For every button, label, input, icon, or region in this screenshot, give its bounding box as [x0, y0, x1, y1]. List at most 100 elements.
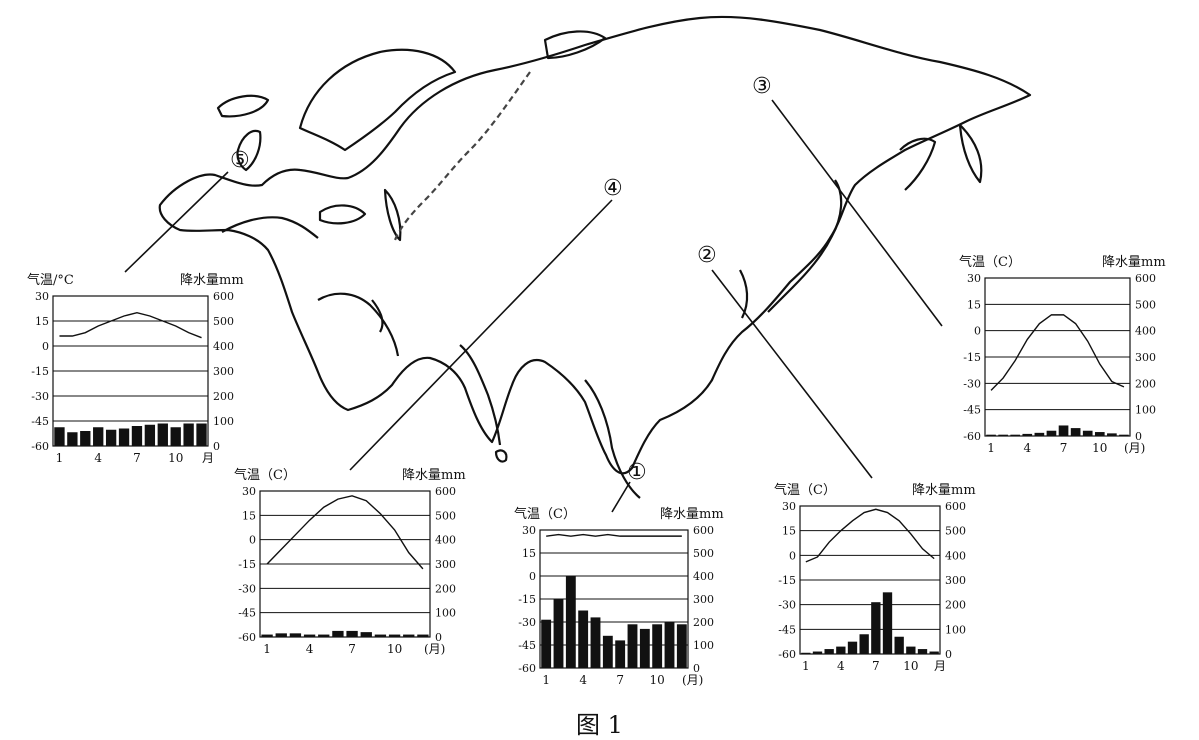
plot-frame — [799, 505, 941, 655]
x-tick-label: 4 — [579, 673, 587, 687]
precip-bar — [929, 651, 939, 654]
precip-bar — [565, 576, 576, 668]
precip-bar — [417, 634, 429, 637]
precip-bar — [578, 610, 589, 668]
x-tick-label: 7 — [348, 642, 356, 656]
precip-bar — [157, 423, 168, 446]
precip-tick-label: 0 — [213, 440, 220, 453]
x-tick-label: 1 — [802, 659, 810, 673]
temp-axis-label: 气温（C） — [959, 254, 1021, 270]
precip-bar — [332, 630, 344, 637]
precip-bar — [105, 429, 117, 446]
temp-tick-label: -15 — [963, 351, 981, 364]
precip-tick-label: 100 — [693, 639, 714, 652]
precip-bar — [196, 423, 207, 446]
precip-bar — [801, 652, 811, 654]
precip-bar — [917, 649, 928, 654]
precip-bar — [615, 640, 626, 668]
precip-bar — [93, 427, 104, 446]
x-unit-label: 月 — [934, 659, 946, 673]
temp-tick-label: -30 — [31, 390, 49, 403]
leader-line-3 — [771, 99, 943, 327]
precip-bar — [303, 634, 316, 637]
temp-tick-label: -60 — [778, 648, 796, 661]
x-tick-label: 1 — [542, 673, 550, 687]
precip-bar — [388, 634, 401, 637]
precip-bar — [360, 632, 372, 637]
plot-frame — [52, 295, 209, 447]
temp-tick-label: 0 — [529, 570, 536, 583]
precip-tick-label: 400 — [435, 534, 456, 547]
x-tick-label: 7 — [1060, 441, 1068, 455]
scandinavia-coast — [298, 48, 457, 152]
temp-tick-label: -30 — [238, 582, 256, 595]
x-tick-label: 4 — [306, 642, 314, 656]
precip-bar — [676, 624, 687, 668]
precip-tick-label: 500 — [945, 525, 966, 538]
temperature-line — [546, 533, 682, 537]
precip-tick-label: 300 — [693, 593, 714, 606]
temp-tick-label: -30 — [518, 616, 536, 629]
precip-tick-label: 100 — [213, 415, 234, 428]
x-tick-label: 4 — [1023, 441, 1031, 455]
precip-bar — [639, 628, 650, 668]
marker-2: ② — [697, 243, 717, 268]
precip-bar — [170, 427, 181, 446]
precip-tick-label: 100 — [945, 623, 966, 636]
caspian-sea — [383, 188, 402, 242]
precip-bar — [871, 602, 881, 654]
precip-tick-label: 600 — [1135, 272, 1156, 285]
precip-bar — [403, 634, 415, 637]
climate-chart-svg-1: 气温（C） 降水量mm 30 15 0 -15 -30 -45 -60 600 500 400 300 2… — [514, 506, 724, 687]
korea-peninsula — [739, 269, 749, 319]
x-unit-label: (月) — [424, 642, 445, 656]
precip-tick-label: 200 — [213, 390, 234, 403]
precip-tick-label: 0 — [435, 631, 442, 644]
climate-chart-5: 气温/°C 降水量mm 30 15 0 -15 -30 -45 -60 600 500 400 300 2… — [25, 268, 244, 465]
x-tick-label: 10 — [387, 642, 402, 656]
temp-axis-label: 气温（C） — [234, 467, 296, 483]
precip-tick-label: 300 — [435, 558, 456, 571]
precip-tick-label: 600 — [435, 485, 456, 498]
x-tick-label: 7 — [133, 451, 141, 465]
temp-tick-label: -45 — [963, 404, 981, 417]
climate-chart-3: 气温（C） 降水量mm 30 15 0 -15 -30 -45 -60 600 500 400 300 2… — [943, 250, 1178, 464]
plot-frame — [259, 490, 431, 638]
temperature-line — [59, 311, 202, 339]
climate-chart-2: 气温（C） 降水量mm 30 15 0 -15 -30 -45 -60 600 500 400 300 2… — [745, 478, 1005, 673]
temp-tick-label: -60 — [518, 662, 536, 675]
precip-tick-label: 600 — [693, 524, 714, 537]
precip-tick-label: 300 — [1135, 351, 1156, 364]
leader-line-1 — [611, 481, 631, 513]
precip-bar — [1070, 428, 1081, 436]
precip-bar — [652, 624, 663, 668]
precip-bar — [54, 427, 65, 446]
temp-tick-label: 30 — [242, 485, 256, 498]
precip-axis-label: 降水量mm — [660, 507, 724, 522]
precip-bar — [986, 434, 996, 436]
leader-line-5 — [124, 171, 229, 273]
precip-tick-label: 200 — [693, 616, 714, 629]
temp-axis-label: 气温/°C — [27, 272, 74, 288]
precip-tick-label: 400 — [1135, 325, 1156, 338]
temp-tick-label: 30 — [522, 524, 536, 537]
precip-tick-label: 500 — [213, 315, 234, 328]
marker-1: ① — [627, 460, 647, 485]
x-tick-label: 7 — [872, 659, 880, 673]
precip-bar — [847, 641, 858, 654]
precip-bar — [1034, 432, 1045, 436]
precip-bar — [275, 633, 287, 637]
precip-tick-label: 100 — [1135, 404, 1156, 417]
climate-chart-4: 气温（C） 降水量mm 30 15 0 -15 -30 -45 -60 600 500 400 300 2… — [228, 466, 466, 670]
precip-bar — [131, 426, 143, 446]
precip-bar — [664, 622, 675, 668]
temp-tick-label: -30 — [778, 599, 796, 612]
temp-tick-label: -30 — [963, 377, 981, 390]
precip-tick-label: 200 — [1135, 377, 1156, 390]
precip-bar — [374, 634, 387, 637]
temp-tick-label: -45 — [238, 607, 256, 620]
temp-tick-label: -45 — [518, 639, 536, 652]
precip-bar — [346, 630, 358, 637]
persian-gulf — [371, 299, 384, 333]
